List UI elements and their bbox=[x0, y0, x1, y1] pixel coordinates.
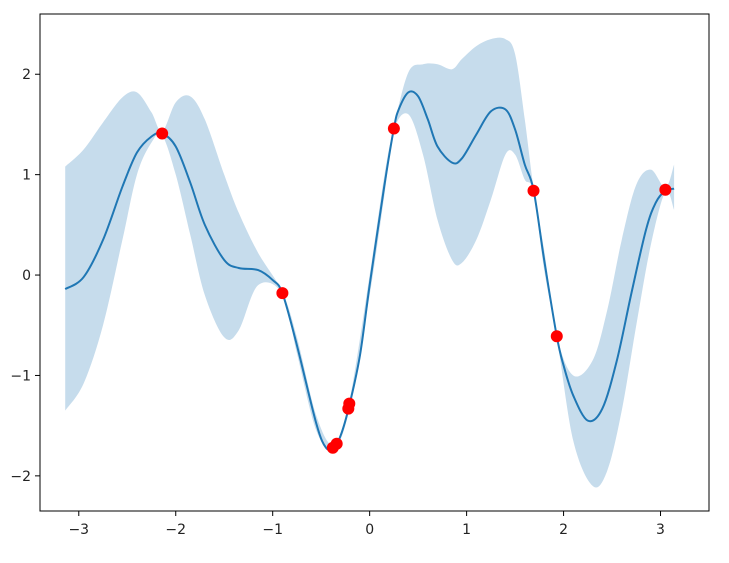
x-tick-label: 3 bbox=[656, 522, 665, 538]
y-tick-label: 1 bbox=[22, 168, 31, 184]
y-tick-label: 0 bbox=[22, 268, 31, 284]
observation-point bbox=[156, 127, 169, 140]
x-tick-label: −3 bbox=[68, 522, 89, 538]
y-axis: −2 −1 0 1 2 bbox=[10, 67, 40, 485]
y-tick-label: 2 bbox=[22, 67, 31, 83]
x-tick-label: −1 bbox=[262, 522, 283, 538]
x-axis: −3 −2 −1 0 1 2 3 bbox=[68, 511, 665, 538]
y-tick-label: −2 bbox=[10, 469, 31, 485]
observation-point bbox=[276, 287, 289, 300]
x-tick-label: 0 bbox=[365, 522, 374, 538]
mean-line-series-0 bbox=[64, 90, 675, 451]
mean-line-layer bbox=[64, 90, 675, 451]
observation-point bbox=[659, 183, 672, 196]
observation-point bbox=[527, 184, 540, 197]
observation-points-layer bbox=[156, 122, 672, 454]
plot-area-frame bbox=[39, 13, 710, 512]
observation-point bbox=[330, 437, 343, 450]
y-tick-label: −1 bbox=[10, 368, 31, 384]
observation-point bbox=[387, 122, 400, 135]
observation-point bbox=[550, 330, 563, 343]
x-tick-label: 1 bbox=[462, 522, 471, 538]
observation-point bbox=[342, 402, 355, 415]
x-tick-label: −2 bbox=[165, 522, 186, 538]
x-tick-label: 2 bbox=[559, 522, 568, 538]
